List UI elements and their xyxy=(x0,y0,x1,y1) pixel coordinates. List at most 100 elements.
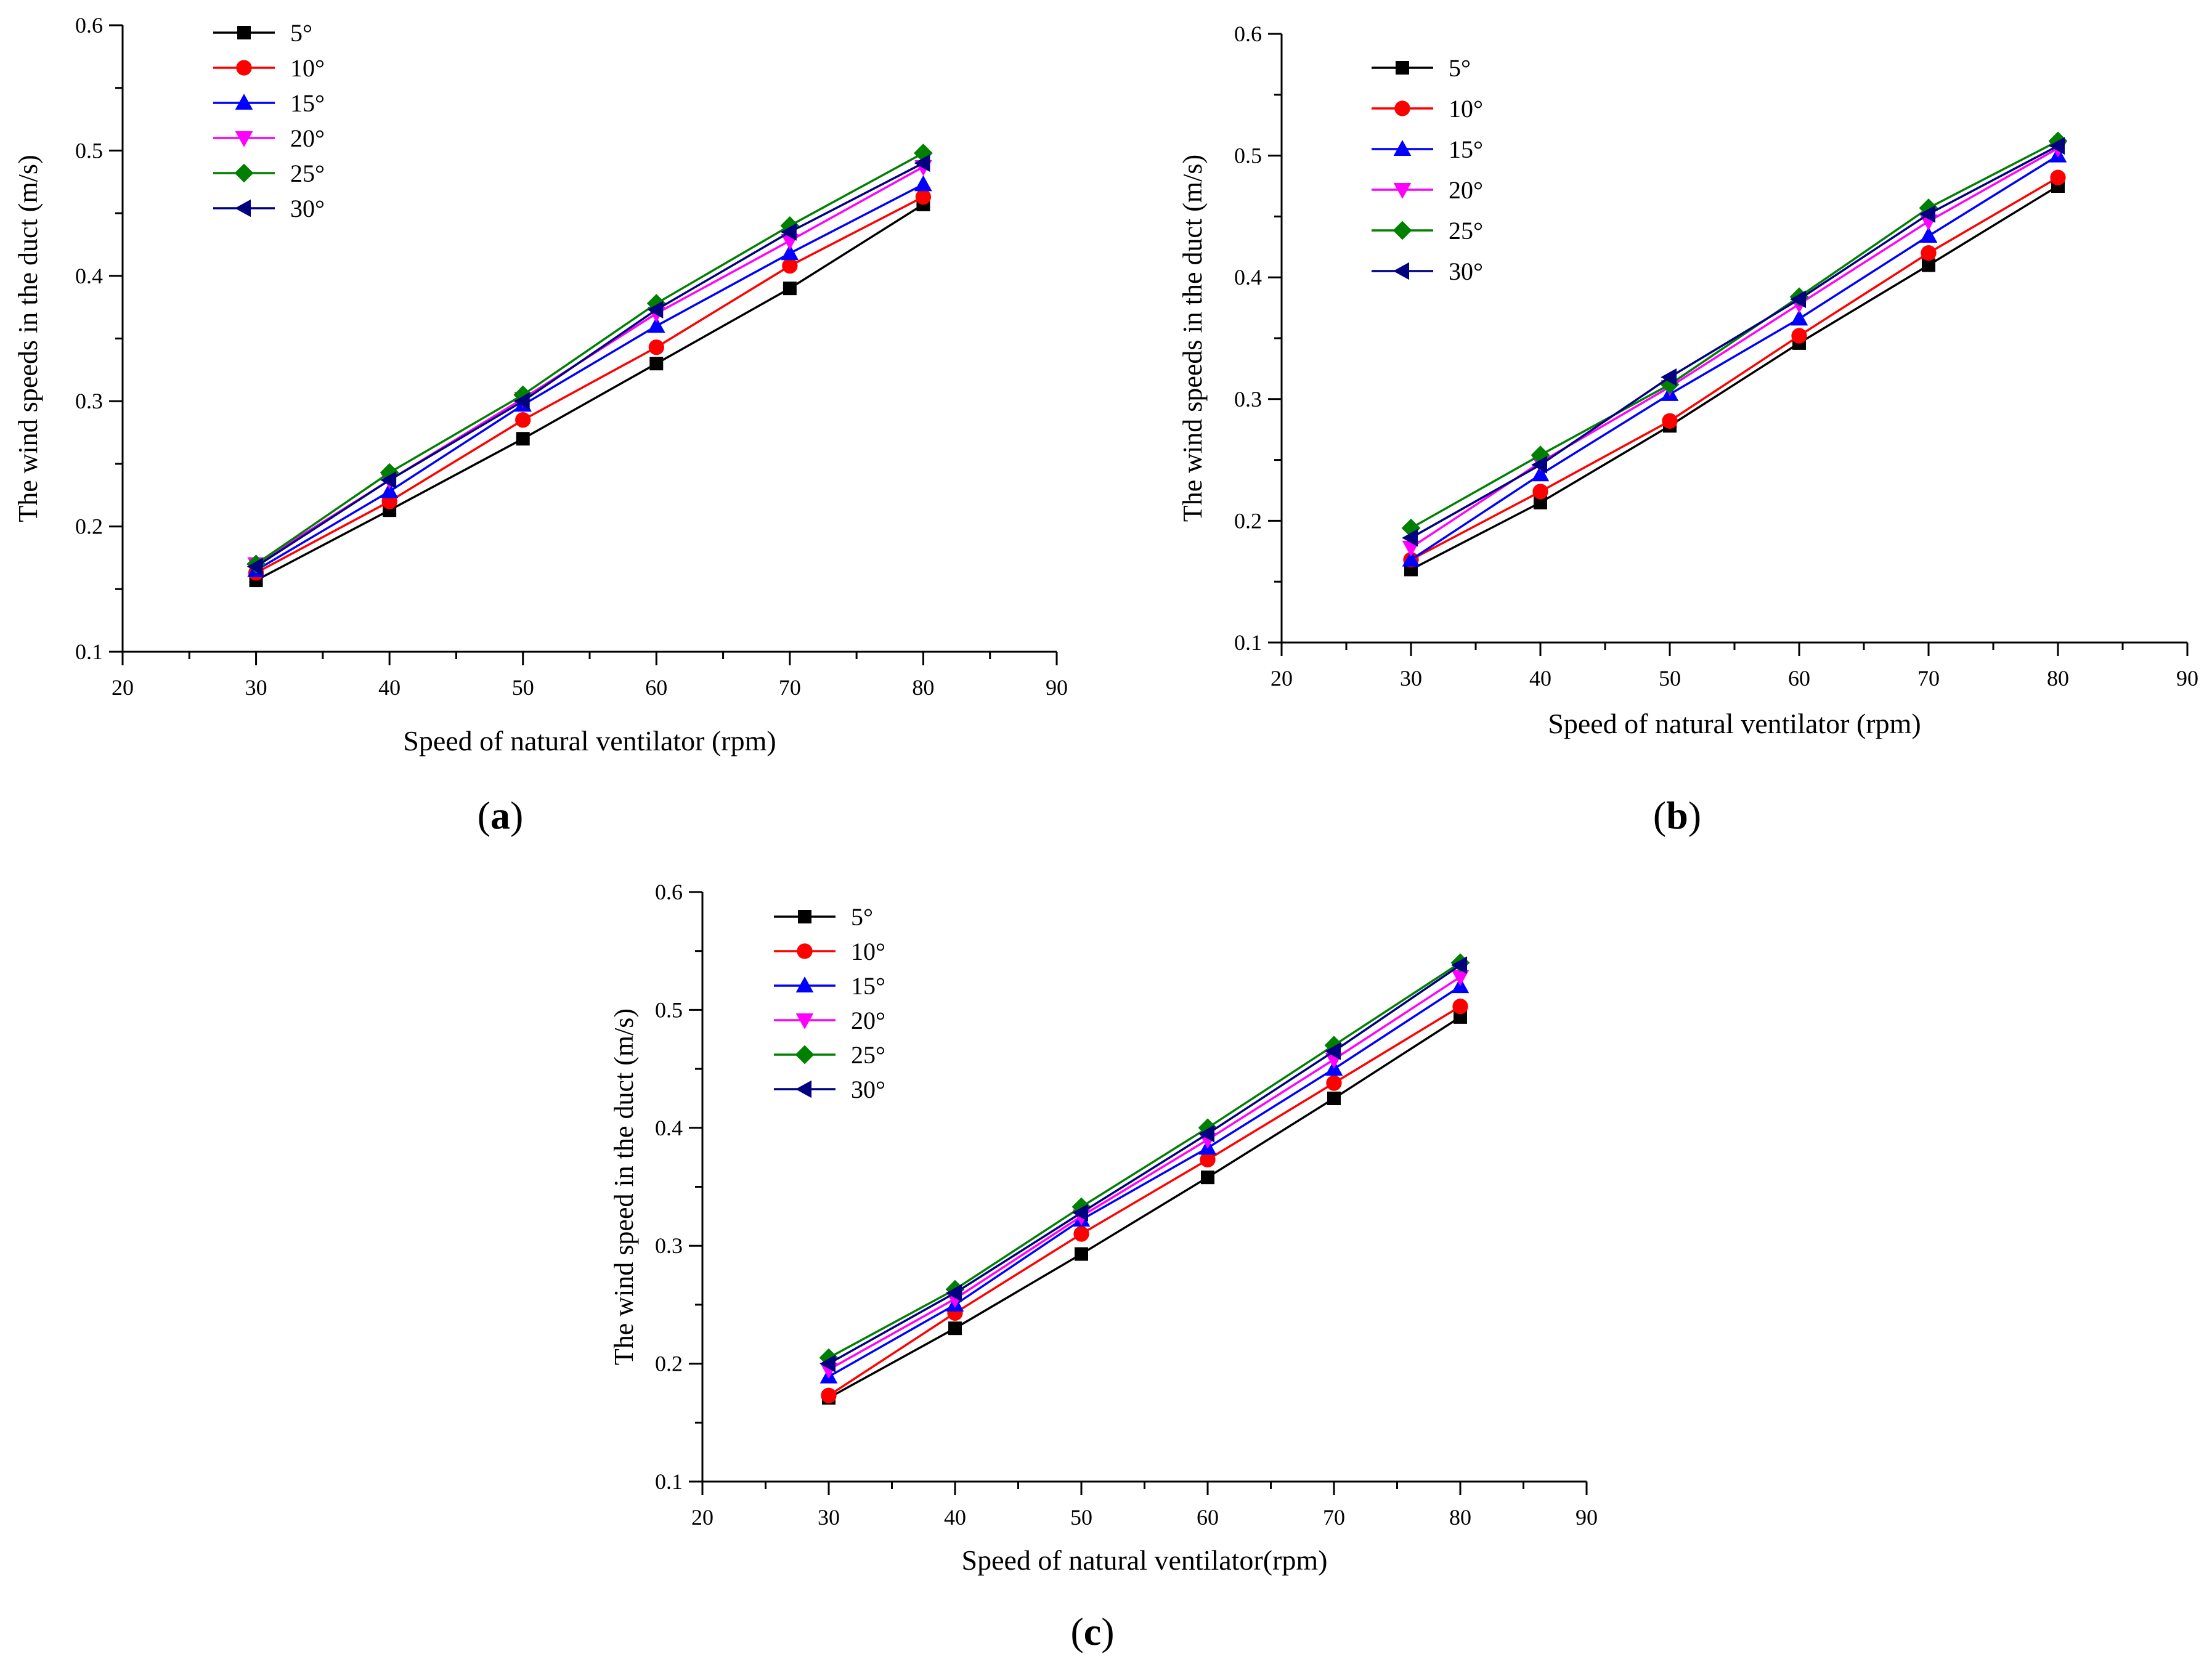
legend-label: 25° xyxy=(290,160,325,187)
legend-label: 10° xyxy=(851,938,885,965)
series-line xyxy=(255,152,924,566)
data-point xyxy=(246,558,263,575)
legend-label: 10° xyxy=(290,54,325,82)
series-line xyxy=(828,1005,1461,1397)
data-point xyxy=(1198,1125,1214,1143)
data-point xyxy=(2049,137,2065,155)
series-30deg xyxy=(819,956,1467,1373)
data-point xyxy=(781,223,797,241)
x-tick-label: 80 xyxy=(2047,666,2069,691)
legend-marker xyxy=(235,94,253,110)
legend-marker xyxy=(237,26,251,39)
data-point xyxy=(1326,1075,1342,1091)
legend-marker xyxy=(234,163,254,183)
legend: 5° 10° 15° 20° 25° 30° xyxy=(774,903,885,1103)
x-tick-label: 80 xyxy=(1449,1505,1471,1530)
series-line xyxy=(1410,140,2059,529)
series-line xyxy=(1410,176,2059,561)
series-20deg xyxy=(1402,141,2067,557)
data-point xyxy=(1325,1042,1341,1060)
legend-marker xyxy=(1393,262,1409,280)
y-axis-label: The wind speed in the duct (m/s) xyxy=(609,1008,639,1365)
y-tick-label: 0.6 xyxy=(1234,22,1262,46)
x-tick-label: 40 xyxy=(1529,666,1551,691)
data-point xyxy=(515,412,531,428)
legend-marker xyxy=(1394,100,1410,116)
legend-label: 15° xyxy=(851,972,885,1000)
y-tick-label: 0.3 xyxy=(75,389,103,413)
y-axis-label: The wind speeds in the duct (m/s) xyxy=(1177,155,1208,522)
legend-marker xyxy=(236,60,252,76)
x-tick-label: 90 xyxy=(1046,675,1068,700)
x-axis-label: Speed of natural ventilator(rpm) xyxy=(962,1544,1328,1576)
x-axis-label: Speed of natural ventilator (rpm) xyxy=(403,725,776,756)
y-tick-label: 0.2 xyxy=(1234,508,1262,533)
data-point xyxy=(380,482,399,498)
data-point xyxy=(1791,328,1807,344)
y-tick-label: 0.4 xyxy=(75,264,103,288)
data-point xyxy=(1531,456,1547,474)
legend-marker xyxy=(235,131,253,147)
data-point xyxy=(649,357,664,371)
x-tick-label: 30 xyxy=(1400,666,1422,691)
series-line xyxy=(828,985,1461,1378)
data-point xyxy=(1402,550,1420,567)
data-point xyxy=(1451,970,1470,986)
x-tick-label: 30 xyxy=(245,675,267,700)
x-tick-label: 30 xyxy=(818,1505,840,1530)
y-tick-label: 0.5 xyxy=(75,138,103,163)
data-point xyxy=(914,175,932,192)
series-25deg xyxy=(246,144,933,574)
legend-marker xyxy=(795,1045,815,1065)
y-tick-label: 0.2 xyxy=(75,514,103,539)
x-tick-label: 60 xyxy=(1788,666,1810,691)
panel-label: (a) xyxy=(478,793,524,837)
x-tick-label: 40 xyxy=(944,1505,966,1530)
y-tick-label: 0.5 xyxy=(1234,144,1262,168)
series-15deg xyxy=(247,175,932,577)
legend-label: 20° xyxy=(851,1007,885,1034)
data-point xyxy=(1534,495,1547,509)
data-point xyxy=(781,244,799,261)
data-point xyxy=(1919,198,1938,217)
series-10deg xyxy=(1403,169,2066,568)
series-5deg xyxy=(822,1010,1467,1405)
legend-label: 15° xyxy=(1449,136,1483,163)
x-tick-label: 60 xyxy=(645,675,667,700)
data-point xyxy=(783,282,797,296)
y-axis-label: The wind speeds in the duct (m/s) xyxy=(13,155,43,522)
y-tick-label: 0.6 xyxy=(655,880,683,904)
legend-label: 5° xyxy=(851,903,873,931)
data-point xyxy=(1324,1036,1344,1055)
legend-marker xyxy=(798,910,811,923)
x-tick-label: 40 xyxy=(378,675,401,700)
series-line xyxy=(255,203,924,582)
series-line xyxy=(828,962,1461,1359)
data-point xyxy=(915,189,932,205)
legend-marker xyxy=(797,943,813,959)
legend-marker xyxy=(235,199,251,217)
data-point xyxy=(1919,227,1938,243)
x-tick-label: 50 xyxy=(1070,1505,1092,1530)
series-line xyxy=(1410,155,2059,561)
legend-label: 5° xyxy=(290,19,312,47)
data-point xyxy=(819,1355,836,1373)
chart-panel-b: 20 30 40 50 60 70 80 90 0.1 0.2 0.3 0.4 0.5 0.6 Speed … xyxy=(1177,22,2198,837)
series-line xyxy=(1410,147,2059,549)
x-tick-label: 80 xyxy=(912,675,934,700)
x-tick-label: 70 xyxy=(1323,1505,1345,1530)
data-point xyxy=(1532,484,1548,500)
x-tick-label: 20 xyxy=(1271,666,1293,691)
series-30deg xyxy=(1402,137,2065,547)
legend-label: 5° xyxy=(1449,54,1471,82)
data-point xyxy=(1201,1170,1214,1185)
legend-label: 20° xyxy=(1449,176,1483,204)
x-tick-label: 90 xyxy=(2176,666,2198,691)
data-point xyxy=(1327,1091,1341,1105)
series-line xyxy=(828,964,1461,1365)
chart-panel-c: 20 30 40 50 60 70 80 90 0.1 0.2 0.3 0.4 0.5 0.6 Speed … xyxy=(609,880,1598,1653)
series-10deg xyxy=(248,189,932,581)
legend-label: 20° xyxy=(290,124,325,152)
series-15deg xyxy=(819,977,1470,1384)
legend-label: 30° xyxy=(290,195,325,222)
